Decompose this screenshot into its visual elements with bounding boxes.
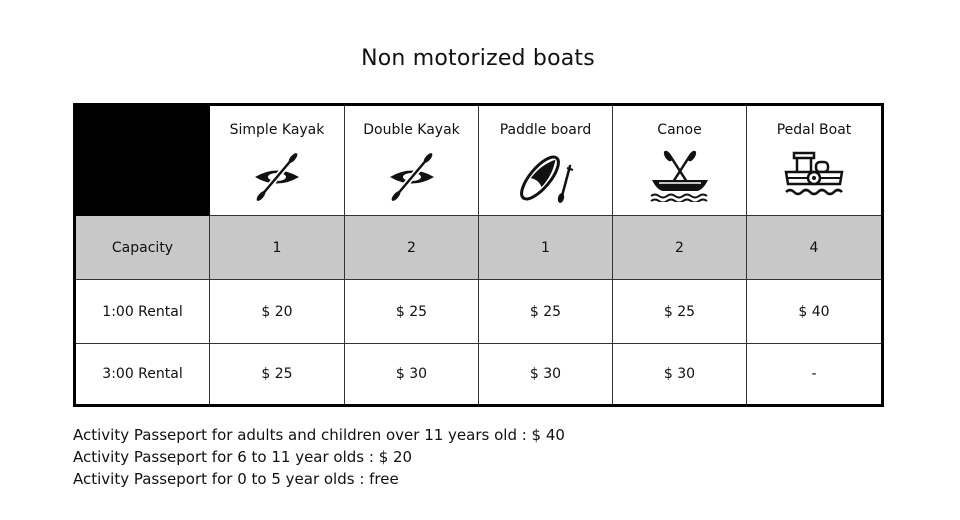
price-cell: $ 30: [479, 344, 613, 404]
column-header-label: Paddle board: [499, 122, 592, 138]
table-corner: [76, 106, 210, 216]
note-line: Activity Passeport for 0 to 5 year olds …: [73, 470, 399, 488]
note-line: Activity Passeport for 6 to 11 year olds…: [73, 448, 413, 466]
capacity-cell: 2: [613, 216, 747, 280]
capacity-cell: 1: [210, 216, 345, 280]
note-line: Activity Passeport for adults and childr…: [73, 426, 565, 444]
price-cell: -: [811, 366, 817, 382]
column-header-label: Pedal Boat: [776, 122, 852, 138]
passport-notes: Activity Passeport for adults and childr…: [73, 424, 565, 490]
price-cell: $ 25: [345, 280, 479, 344]
capacity-cell: 4: [747, 216, 881, 280]
price-cell: $ 30: [613, 344, 747, 404]
pricing-table: Simple Kayak Double Kayak: [73, 103, 884, 407]
row-label-3h-rental: 3:00 Rental: [76, 344, 210, 404]
column-header-simple-kayak: Simple Kayak: [210, 106, 345, 216]
pedal-boat-icon: [782, 150, 846, 202]
price-cell: $ 40: [747, 280, 881, 344]
price-cell: $ 25: [210, 344, 345, 404]
column-header-canoe: Canoe: [613, 106, 747, 216]
page-title: Non motorized boats: [361, 46, 595, 71]
paddle-board-icon: [516, 150, 576, 206]
row-label-capacity: Capacity: [76, 216, 210, 280]
kayak-icon: [249, 150, 305, 202]
price-cell: $ 20: [210, 280, 345, 344]
price-cell: $ 25: [479, 280, 613, 344]
row-label-1h-rental: 1:00 Rental: [76, 280, 210, 344]
capacity-cell: 2: [345, 216, 479, 280]
canoe-icon: [647, 150, 713, 202]
price-cell: $ 30: [345, 344, 479, 404]
column-header-double-kayak: Double Kayak: [345, 106, 479, 216]
price-cell: $ 25: [613, 280, 747, 344]
capacity-cell: 1: [479, 216, 613, 280]
column-header-label: Simple Kayak: [229, 122, 325, 138]
column-header-paddle-board: Paddle board: [479, 106, 613, 216]
kayak-icon: [384, 150, 440, 202]
column-header-label: Double Kayak: [363, 122, 460, 138]
column-header-label: Canoe: [657, 122, 702, 138]
column-header-pedal-boat: Pedal Boat: [747, 106, 881, 216]
